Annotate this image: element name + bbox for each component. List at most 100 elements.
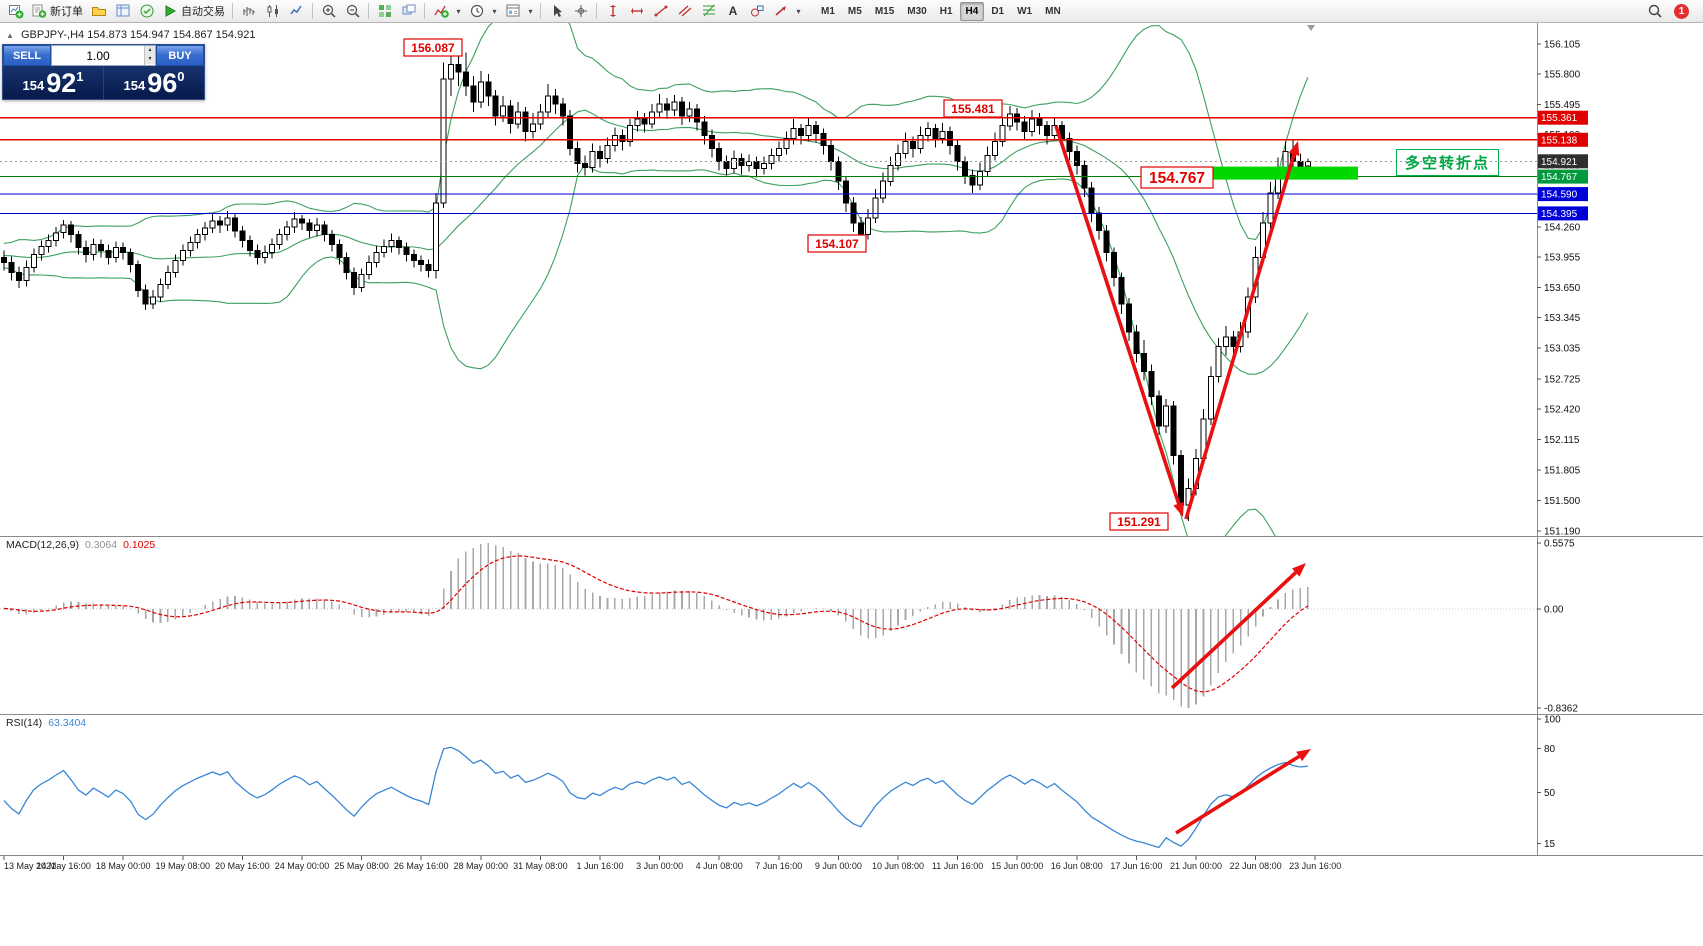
chart-shift-marker[interactable] [1307,25,1315,31]
vertical-line-button[interactable] [601,1,624,22]
timeframe-m1[interactable]: M1 [821,5,835,17]
time-axis-label: 24 May 00:00 [275,861,330,871]
macd-main-value: 0.3064 [84,539,118,551]
svg-text:154.107: 154.107 [815,237,859,251]
periods-dropdown[interactable]: ▾ [492,6,497,16]
horizontal-line-button[interactable] [625,1,648,22]
price-up-arrow[interactable] [1184,141,1300,520]
templates-button[interactable] [501,1,524,22]
auto-trading-button[interactable]: 自动交易 [159,1,228,22]
data-window-button[interactable] [135,1,158,22]
cursor-button[interactable] [545,1,568,22]
text-button[interactable]: A [721,1,744,22]
y-axis-label: 154.260 [1544,222,1581,233]
timeframe-w1[interactable]: W1 [1017,5,1033,17]
highlight-zone[interactable] [1213,166,1358,180]
bar-chart-button[interactable] [237,1,260,22]
time-axis-label: 3 Jun 00:00 [636,861,683,871]
sell-button[interactable]: SELL [3,45,51,66]
buy-price[interactable]: 154 96 0 [103,66,204,99]
time-axis-label: 18 May 00:00 [96,861,151,871]
volume-down-icon[interactable]: ▾ [145,55,155,64]
indicators-button[interactable] [429,1,452,22]
profiles-button[interactable] [87,1,110,22]
price-annotation[interactable]: 154.767 [1140,166,1214,189]
indicators-dropdown[interactable]: ▾ [456,6,461,16]
volume-input[interactable]: 1.00 ▴ ▾ [51,45,156,66]
timeframe-h1[interactable]: H1 [939,5,953,17]
time-axis-label: 31 May 08:00 [513,861,568,871]
new-order-button[interactable]: 新订单 [28,1,86,22]
toolbar-separator [540,3,541,19]
periods-button[interactable] [465,1,488,22]
price-annotation[interactable]: 154.107 [807,234,867,253]
price-tag: 155.361 [1538,110,1588,125]
price-annotation[interactable]: 151.291 [1109,512,1169,531]
y-axis-label: 152.115 [1544,435,1580,446]
trend-arrows[interactable] [1054,125,1311,835]
crosshair-button[interactable] [569,1,592,22]
y-axis-label: 153.345 [1544,313,1581,324]
macd-up-arrow[interactable] [1170,563,1306,690]
volume-spinner[interactable]: ▴ ▾ [144,46,155,65]
notification-badge[interactable]: 1 [1674,3,1689,19]
auto-trading-button-label: 自动交易 [181,6,225,18]
shapes-button[interactable] [745,1,768,22]
market-watch-button[interactable] [111,1,134,22]
pane-separators[interactable] [0,23,1703,856]
price-tag: 154.590 [1538,187,1588,202]
y-axis-label: 152.725 [1544,374,1581,385]
turning-point-annotation[interactable]: 多空转折点 [1396,149,1500,176]
cursor-icon [549,3,565,19]
zoom-in-button[interactable] [317,1,340,22]
symbol-ohlc-text: GBPJPY-,H4 154.873 154.947 154.867 154.9… [20,29,256,41]
zoom-out-button[interactable] [341,1,364,22]
svg-text:A: A [728,4,737,18]
timeframe-mn[interactable]: MN [1045,5,1061,17]
volume-value: 1.00 [86,48,110,63]
buy-price-sup: 0 [177,69,185,84]
toolbar-separator [232,3,233,19]
sell-price[interactable]: 154 92 1 [3,66,103,99]
trendline-button[interactable] [649,1,672,22]
line-chart-icon [289,3,305,19]
candle-chart-button[interactable] [261,1,284,22]
search-button[interactable] [1643,1,1666,22]
rsi-up-arrow[interactable] [1175,749,1311,835]
tile-windows-button[interactable] [373,1,396,22]
chart-window[interactable]: 156.087 155.481 154.767 154.107 151.291 156.1… [0,23,1703,946]
price-tag: 155.138 [1538,132,1588,147]
drawing-dropdown[interactable]: ▾ [796,6,801,16]
rsi-scale-label: 50 [1544,788,1556,799]
timeframe-m30[interactable]: M30 [907,5,927,17]
cascade-windows-button[interactable] [397,1,420,22]
time-axis-label: 23 Jun 16:00 [1289,861,1341,871]
timeframe-selector: M1 M5 M15 M30 H1 H4 D1 W1 MN [815,1,1067,21]
price-annotation[interactable]: 155.481 [943,99,1003,118]
chart-canvas[interactable]: 156.087 155.481 154.767 154.107 151.291 156.1… [0,23,1703,946]
price-annotations[interactable]: 156.087 155.481 154.767 154.107 151.291 [403,38,1214,531]
timeframe-h4[interactable]: H4 [959,1,985,21]
volume-up-icon[interactable]: ▴ [145,46,155,55]
y-axis-label: 153.650 [1544,283,1581,294]
line-chart-button[interactable] [285,1,308,22]
buy-button[interactable]: BUY [156,45,204,66]
periods-icon [469,3,485,19]
macd-label: MACD(12,26,9) 0.3064 0.1025 [6,539,161,551]
time-axis-label: 28 May 00:00 [454,861,509,871]
price-annotation[interactable]: 156.087 [403,38,463,57]
bollinger-bands [3,23,1309,536]
channel-button[interactable] [673,1,696,22]
templates-dropdown[interactable]: ▾ [528,6,533,16]
macd-scale-label: 0.5575 [1544,539,1575,550]
one-click-trading-panel: SELL 1.00 ▴ ▾ BUY 154 92 1 154 96 0 [2,44,205,100]
new-chart-button[interactable] [4,1,27,22]
arrows-button[interactable] [769,1,792,22]
timeframe-m5[interactable]: M5 [847,5,862,17]
fibonacci-button[interactable] [697,1,720,22]
new-order-button-label: 新订单 [50,6,83,18]
timeframe-d1[interactable]: D1 [991,5,1005,17]
price-down-arrow[interactable] [1054,125,1184,517]
timeframe-m15[interactable]: M15 [874,5,895,17]
